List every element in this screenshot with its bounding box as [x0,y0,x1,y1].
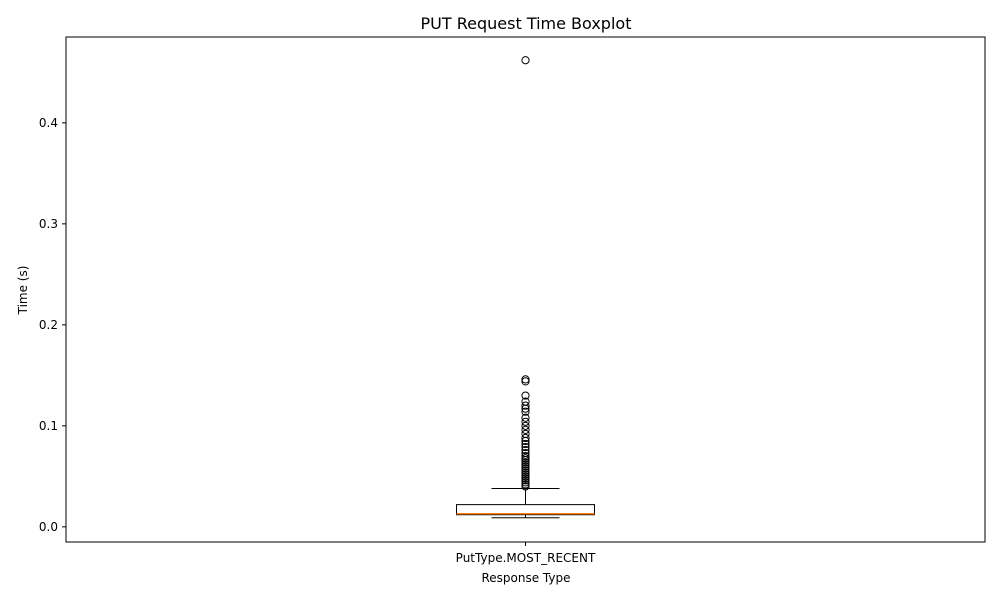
outlier-point [521,460,530,469]
outlier-point [521,468,530,477]
iqr-box [456,504,595,516]
x-tick-label: PutType.MOST_RECENT [456,551,596,565]
outlier-point [521,442,530,452]
outlier-point [521,480,530,489]
x-axis-label: Response Type [481,571,570,585]
outlier-point [521,474,530,483]
outlier-point [521,462,530,471]
plot-frame [65,36,986,543]
y-tick-label: 0.3 [39,217,58,231]
outlier-point [521,413,530,422]
outlier-point [521,401,530,410]
outlier-point [521,466,530,475]
outlier-point [521,433,530,443]
outlier-point [521,445,530,455]
chart-title: PUT Request Time Boxplot [421,14,632,33]
outlier-point [521,375,530,384]
outlier-point [521,425,530,434]
outlier-point [521,456,530,465]
y-axis-label: Time (s) [16,266,30,316]
y-tick-label: 0.0 [39,520,58,534]
outlier-point [521,404,530,413]
y-tick-label: 0.4 [39,116,58,130]
outlier-point [521,391,530,400]
outlier-point [521,476,530,485]
outlier-point [521,464,530,473]
outlier-point [521,439,530,449]
outlier-point [521,377,530,386]
y-tick-label: 0.2 [39,318,58,332]
outlier-point [521,470,530,479]
y-tick-label: 0.1 [39,419,58,433]
outlier-point [521,458,530,467]
outlier-point [521,454,530,463]
outlier-point [521,472,530,481]
outlier-point [521,417,530,426]
outlier-point [521,407,530,416]
outlier-point [521,436,530,446]
outlier-point [521,56,530,65]
outlier-point [521,482,530,491]
outlier-point [521,452,530,461]
outlier-point [521,421,530,430]
outlier-point [521,478,530,487]
